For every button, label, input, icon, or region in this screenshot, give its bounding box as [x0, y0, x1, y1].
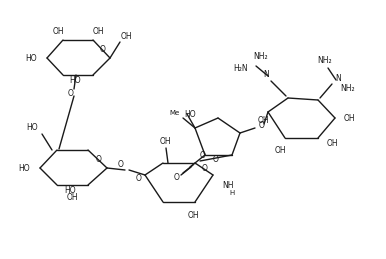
Text: NH₂: NH₂ — [341, 83, 355, 92]
Text: OH: OH — [52, 26, 64, 35]
Text: HO: HO — [69, 76, 81, 84]
Text: H: H — [229, 190, 235, 196]
Text: O: O — [202, 163, 208, 172]
Text: HO: HO — [184, 110, 196, 119]
Text: HO: HO — [25, 54, 37, 62]
Text: Me: Me — [170, 110, 180, 116]
Text: N: N — [335, 74, 341, 83]
Text: NH₂: NH₂ — [254, 52, 268, 61]
Text: O: O — [118, 160, 124, 169]
Text: O: O — [200, 150, 206, 160]
Text: O: O — [96, 155, 102, 163]
Text: O: O — [100, 45, 105, 54]
Text: OH: OH — [187, 211, 199, 219]
Text: OH: OH — [274, 146, 286, 155]
Text: OH: OH — [67, 193, 78, 203]
Text: NH: NH — [222, 181, 234, 190]
Text: O: O — [68, 89, 74, 97]
Text: O: O — [136, 174, 142, 183]
Text: H₂N: H₂N — [234, 63, 248, 73]
Text: OH: OH — [343, 113, 355, 123]
Text: HO: HO — [26, 123, 38, 132]
Text: OH: OH — [257, 116, 269, 125]
Text: OH: OH — [120, 32, 132, 40]
Text: O: O — [259, 120, 265, 130]
Text: NH₂: NH₂ — [318, 55, 332, 64]
Text: O: O — [213, 155, 218, 163]
Text: OH: OH — [92, 26, 104, 35]
Text: HO: HO — [19, 163, 30, 172]
Text: OH: OH — [159, 136, 171, 146]
Text: OH: OH — [326, 139, 338, 147]
Text: N: N — [263, 69, 269, 78]
Text: O: O — [174, 172, 180, 182]
Text: HO: HO — [64, 185, 76, 195]
